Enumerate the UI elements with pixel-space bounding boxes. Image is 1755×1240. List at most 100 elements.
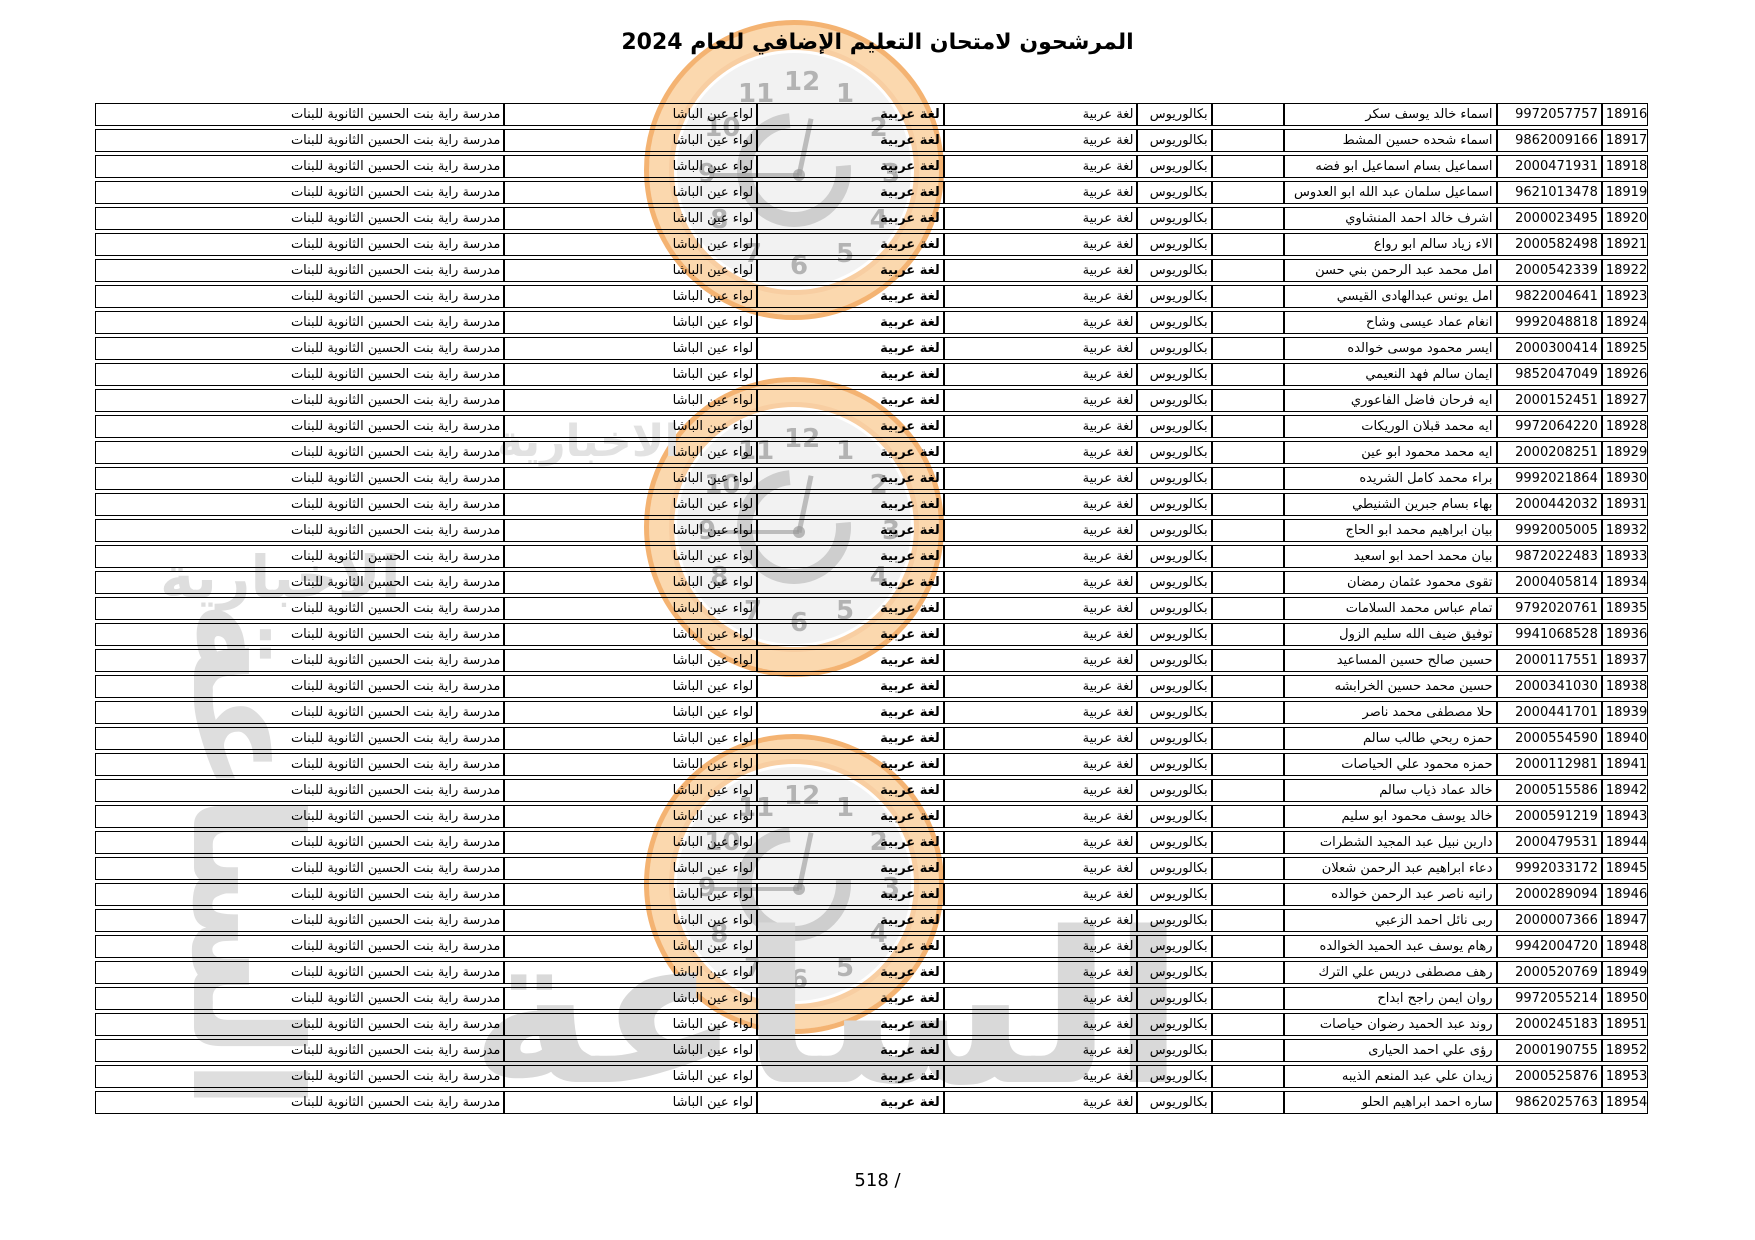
serial-number-cell: 18928 bbox=[1601, 415, 1648, 438]
exam-subject-cell: لغة عربية bbox=[757, 1065, 944, 1088]
degree-cell: بكالوريوس bbox=[1137, 103, 1212, 126]
degree-cell: بكالوريوس bbox=[1137, 519, 1212, 542]
empty-cell bbox=[1211, 1065, 1284, 1088]
candidate-name-cell: ايه محمد محمود ابو عين bbox=[1283, 441, 1497, 464]
exam-subject-cell: لغة عربية bbox=[757, 883, 944, 906]
degree-cell: بكالوريوس bbox=[1137, 1065, 1212, 1088]
specialization-cell: لغة عربية bbox=[943, 727, 1138, 750]
serial-number-cell: 18951 bbox=[1601, 1013, 1648, 1036]
exam-subject-cell: لغة عربية bbox=[757, 675, 944, 698]
directorate-cell: لواء عين الباشا bbox=[504, 545, 758, 568]
exam-subject-cell: لغة عربية bbox=[757, 493, 944, 516]
directorate-cell: لواء عين الباشا bbox=[504, 805, 758, 828]
directorate-cell: لواء عين الباشا bbox=[504, 207, 758, 230]
empty-cell bbox=[1211, 831, 1284, 854]
degree-cell: بكالوريوس bbox=[1137, 753, 1212, 776]
table-row: 18950 9972055214 روان ايمن راجح ابداح بكالو… bbox=[95, 987, 1648, 1010]
national-id-cell: 2000479531 bbox=[1496, 831, 1602, 854]
national-id-cell: 9862025763 bbox=[1496, 1091, 1602, 1114]
clock-watermark-icon: 12 1 2 3 4 5 6 7 8 9 10 11 bbox=[644, 734, 944, 1034]
clock-center-dot bbox=[793, 883, 805, 895]
degree-cell: بكالوريوس bbox=[1137, 805, 1212, 828]
exam-subject-cell: لغة عربية bbox=[757, 519, 944, 542]
specialization-cell: لغة عربية bbox=[943, 311, 1138, 334]
serial-number-cell: 18921 bbox=[1601, 233, 1648, 256]
degree-cell: بكالوريوس bbox=[1137, 779, 1212, 802]
degree-cell: بكالوريوس bbox=[1137, 1039, 1212, 1062]
national-id-cell: 2000405814 bbox=[1496, 571, 1602, 594]
school-cell: مدرسة راية بنت الحسين الثانوية للبنات bbox=[95, 597, 505, 620]
empty-cell bbox=[1211, 389, 1284, 412]
table-row: 18919 9621013478 اسماعيل سلمان عبد الله اب… bbox=[95, 181, 1648, 204]
school-cell: مدرسة راية بنت الحسين الثانوية للبنات bbox=[95, 519, 505, 542]
school-cell: مدرسة راية بنت الحسين الثانوية للبنات bbox=[95, 805, 505, 828]
specialization-cell: لغة عربية bbox=[943, 1013, 1138, 1036]
degree-cell: بكالوريوس bbox=[1137, 701, 1212, 724]
candidate-name-cell: زيدان علي عبد المنعم الذيبه bbox=[1283, 1065, 1497, 1088]
national-id-cell: 2000112981 bbox=[1496, 753, 1602, 776]
school-cell: مدرسة راية بنت الحسين الثانوية للبنات bbox=[95, 545, 505, 568]
empty-cell bbox=[1211, 701, 1284, 724]
directorate-cell: لواء عين الباشا bbox=[504, 831, 758, 854]
national-id-cell: 2000525876 bbox=[1496, 1065, 1602, 1088]
serial-number-cell: 18920 bbox=[1601, 207, 1648, 230]
candidate-name-cell: اسماعيل سلمان عبد الله ابو العدوس bbox=[1283, 181, 1497, 204]
degree-cell: بكالوريوس bbox=[1137, 675, 1212, 698]
specialization-cell: لغة عربية bbox=[943, 181, 1138, 204]
serial-number-cell: 18935 bbox=[1601, 597, 1648, 620]
table-row: 18933 9872022483 بيان محمد احمد ابو اسعيد ب… bbox=[95, 545, 1648, 568]
empty-cell bbox=[1211, 441, 1284, 464]
empty-cell bbox=[1211, 363, 1284, 386]
national-id-cell: 2000190755 bbox=[1496, 1039, 1602, 1062]
national-id-cell: 9621013478 bbox=[1496, 181, 1602, 204]
directorate-cell: لواء عين الباشا bbox=[504, 1039, 758, 1062]
school-cell: مدرسة راية بنت الحسين الثانوية للبنات bbox=[95, 571, 505, 594]
national-id-cell: 2000300414 bbox=[1496, 337, 1602, 360]
candidate-name-cell: ايه محمد قبلان الوريكات bbox=[1283, 415, 1497, 438]
candidate-name-cell: حسين محمد حسين الخرابشه bbox=[1283, 675, 1497, 698]
school-cell: مدرسة راية بنت الحسين الثانوية للبنات bbox=[95, 1065, 505, 1088]
school-cell: مدرسة راية بنت الحسين الثانوية للبنات bbox=[95, 285, 505, 308]
directorate-cell: لواء عين الباشا bbox=[504, 701, 758, 724]
candidate-name-cell: حمزه محمود علي الحياصات bbox=[1283, 753, 1497, 776]
national-id-cell: 2000441701 bbox=[1496, 701, 1602, 724]
national-id-cell: 2000554590 bbox=[1496, 727, 1602, 750]
specialization-cell: لغة عربية bbox=[943, 909, 1138, 932]
specialization-cell: لغة عربية bbox=[943, 805, 1138, 828]
national-id-cell: 9972055214 bbox=[1496, 987, 1602, 1010]
school-cell: مدرسة راية بنت الحسين الثانوية للبنات bbox=[95, 727, 505, 750]
table-row: 18920 2000023495 اشرف خالد احمد المنشاوي بك… bbox=[95, 207, 1648, 230]
table-row: 18917 9862009166 اسماء شحده حسين المشط بكال… bbox=[95, 129, 1648, 152]
national-id-cell: 2000245183 bbox=[1496, 1013, 1602, 1036]
specialization-cell: لغة عربية bbox=[943, 1065, 1138, 1088]
empty-cell bbox=[1211, 649, 1284, 672]
empty-cell bbox=[1211, 467, 1284, 490]
school-cell: مدرسة راية بنت الحسين الثانوية للبنات bbox=[95, 649, 505, 672]
serial-number-cell: 18943 bbox=[1601, 805, 1648, 828]
table-row: 18932 9992005005 بيان ابراهيم محمد ابو الح… bbox=[95, 519, 1648, 542]
serial-number-cell: 18947 bbox=[1601, 909, 1648, 932]
specialization-cell: لغة عربية bbox=[943, 883, 1138, 906]
national-id-cell: 9941068528 bbox=[1496, 623, 1602, 646]
empty-cell bbox=[1211, 1013, 1284, 1036]
candidate-name-cell: روند عبد الحميد رضوان حياصات bbox=[1283, 1013, 1497, 1036]
national-id-cell: 2000591219 bbox=[1496, 805, 1602, 828]
national-id-cell: 2000152451 bbox=[1496, 389, 1602, 412]
national-id-cell: 2000007366 bbox=[1496, 909, 1602, 932]
degree-cell: بكالوريوس bbox=[1137, 623, 1212, 646]
specialization-cell: لغة عربية bbox=[943, 545, 1138, 568]
specialization-cell: لغة عربية bbox=[943, 493, 1138, 516]
degree-cell: بكالوريوس bbox=[1137, 259, 1212, 282]
candidate-name-cell: رهف مصطفى دريس علي الترك bbox=[1283, 961, 1497, 984]
table-row: 18941 2000112981 حمزه محمود علي الحياصات بك… bbox=[95, 753, 1648, 776]
candidate-name-cell: امل محمد عبد الرحمن بني حسن bbox=[1283, 259, 1497, 282]
candidate-name-cell: اسماء شحده حسين المشط bbox=[1283, 129, 1497, 152]
table-row: 18922 2000542339 امل محمد عبد الرحمن بني ح… bbox=[95, 259, 1648, 282]
degree-cell: بكالوريوس bbox=[1137, 207, 1212, 230]
school-cell: مدرسة راية بنت الحسين الثانوية للبنات bbox=[95, 311, 505, 334]
specialization-cell: لغة عربية bbox=[943, 441, 1138, 464]
candidate-name-cell: رانيه ناصر عبد الرحمن خوالده bbox=[1283, 883, 1497, 906]
clock-number: 3 bbox=[881, 873, 901, 903]
degree-cell: بكالوريوس bbox=[1137, 155, 1212, 178]
exam-subject-cell: لغة عربية bbox=[757, 155, 944, 178]
